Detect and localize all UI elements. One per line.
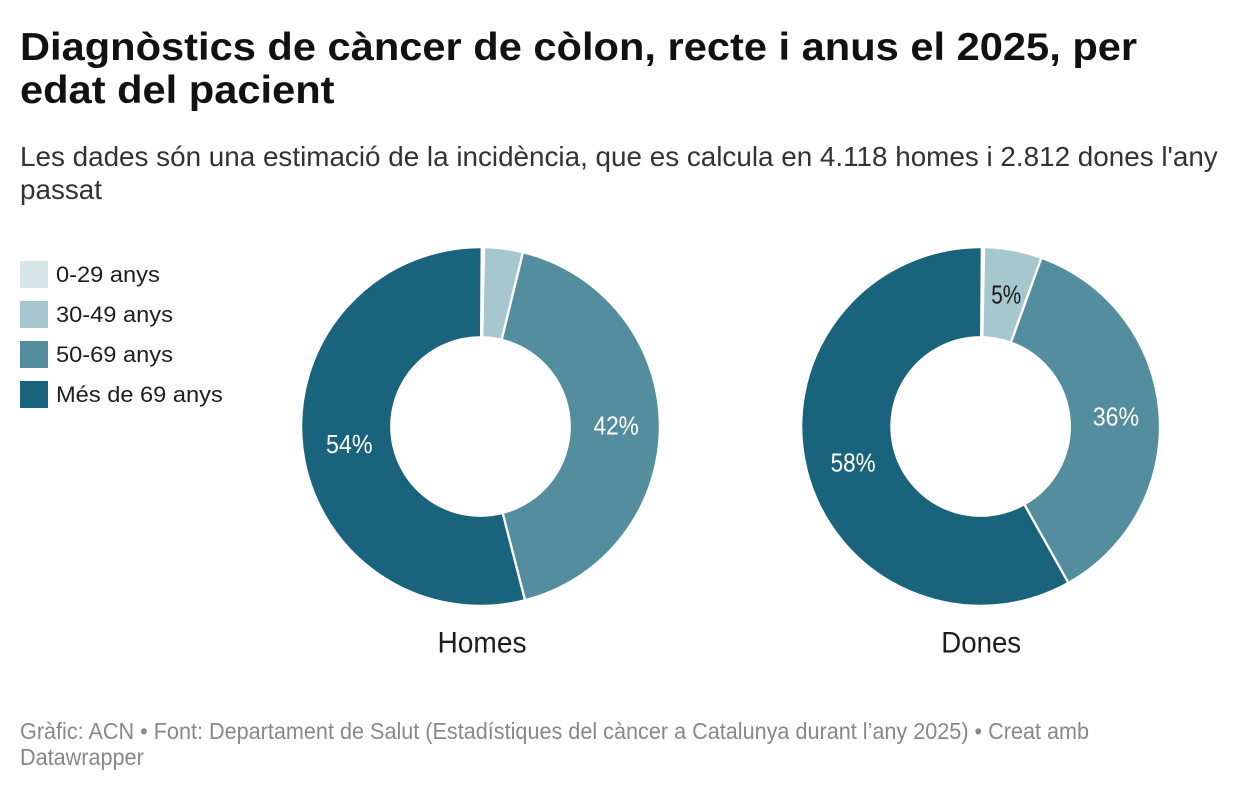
svg-text:Homes: Homes	[438, 626, 527, 659]
svg-text:36%: 36%	[1093, 401, 1139, 431]
svg-text:42%: 42%	[594, 410, 639, 440]
svg-text:54%: 54%	[326, 429, 373, 459]
svg-text:58%: 58%	[831, 447, 876, 477]
svg-text:Dones: Dones	[941, 626, 1021, 659]
svg-text:5%: 5%	[991, 280, 1021, 310]
